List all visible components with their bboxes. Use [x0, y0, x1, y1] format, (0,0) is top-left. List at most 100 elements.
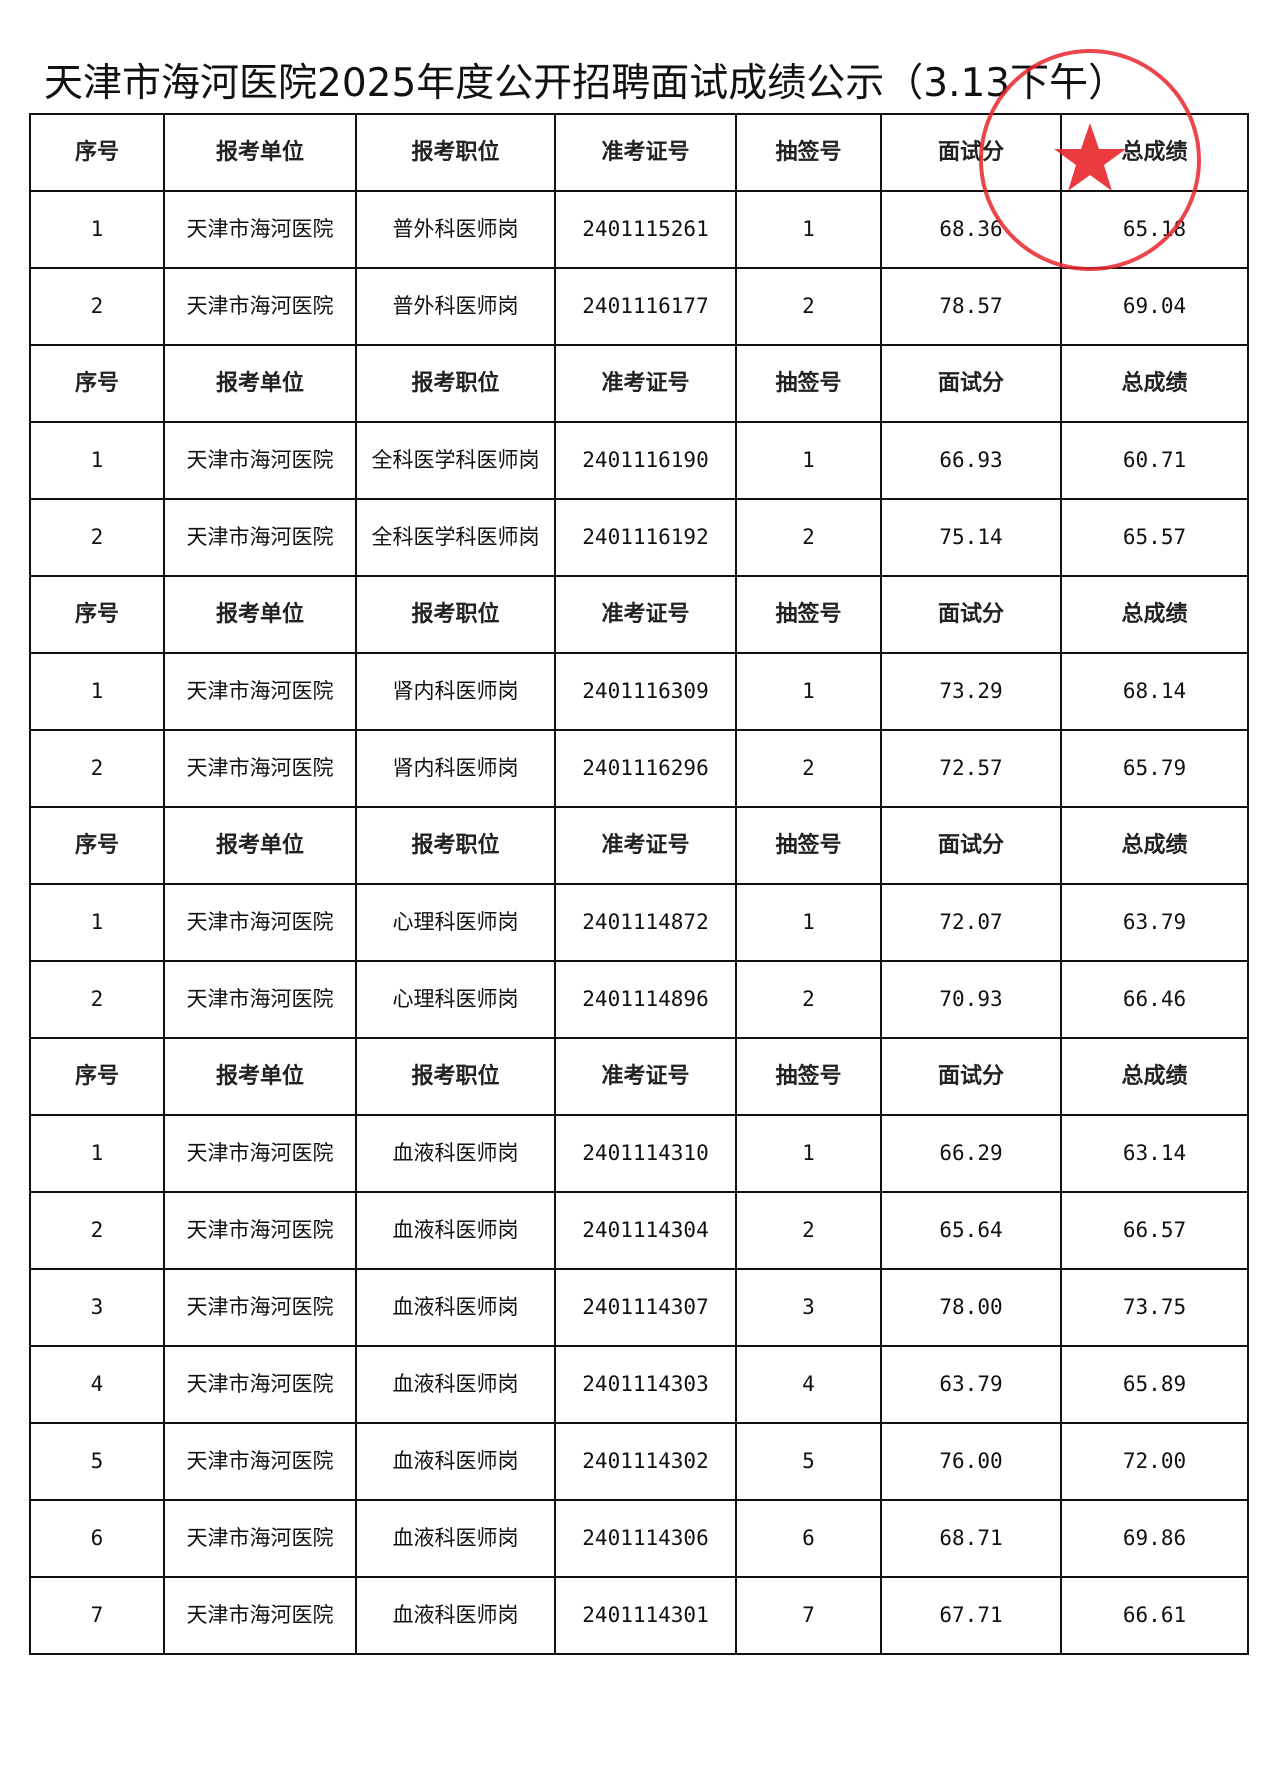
header-unit: 报考单位: [163, 575, 357, 654]
cell-unit: 天津市海河医院: [163, 498, 357, 577]
cell-interview-score: 65.64: [880, 1191, 1062, 1270]
header-ticket-number: 准考证号: [554, 806, 737, 885]
cell-draw-number: 2: [735, 498, 882, 577]
table-row: 2 天津市海河医院 普外科医师岗 2401116177 2 78.57 69.04: [29, 267, 1249, 346]
cell-draw-number: 1: [735, 652, 882, 731]
header-position: 报考职位: [355, 575, 556, 654]
header-unit: 报考单位: [163, 113, 357, 192]
cell-total-score: 69.86: [1060, 1499, 1249, 1578]
header-serial: 序号: [29, 806, 165, 885]
table-header-row: 序号 报考单位 报考职位 准考证号 抽签号 面试分 总成绩: [29, 806, 1249, 885]
cell-interview-score: 73.29: [880, 652, 1062, 731]
cell-draw-number: 6: [735, 1499, 882, 1578]
table-row: 2 天津市海河医院 血液科医师岗 2401114304 2 65.64 66.57: [29, 1191, 1249, 1270]
cell-position: 血液科医师岗: [355, 1191, 556, 1270]
header-interview-score: 面试分: [880, 113, 1062, 192]
cell-interview-score: 75.14: [880, 498, 1062, 577]
cell-ticket-number: 2401114307: [554, 1268, 737, 1347]
cell-unit: 天津市海河医院: [163, 883, 357, 962]
cell-unit: 天津市海河医院: [163, 1345, 357, 1424]
cell-interview-score: 63.79: [880, 1345, 1062, 1424]
header-total-score: 总成绩: [1060, 806, 1249, 885]
cell-unit: 天津市海河医院: [163, 1191, 357, 1270]
cell-draw-number: 2: [735, 960, 882, 1039]
cell-serial: 3: [29, 1268, 165, 1347]
cell-serial: 1: [29, 1114, 165, 1193]
cell-ticket-number: 2401115261: [554, 190, 737, 269]
cell-position: 普外科医师岗: [355, 267, 556, 346]
table-row: 3 天津市海河医院 血液科医师岗 2401114307 3 78.00 73.75: [29, 1268, 1249, 1347]
cell-draw-number: 2: [735, 729, 882, 808]
cell-ticket-number: 2401116309: [554, 652, 737, 731]
cell-draw-number: 5: [735, 1422, 882, 1501]
cell-ticket-number: 2401114896: [554, 960, 737, 1039]
cell-interview-score: 78.57: [880, 267, 1062, 346]
cell-draw-number: 1: [735, 883, 882, 962]
header-serial: 序号: [29, 113, 165, 192]
table-row: 5 天津市海河医院 血液科医师岗 2401114302 5 76.00 72.00: [29, 1422, 1249, 1501]
header-draw-number: 抽签号: [735, 1037, 882, 1116]
cell-draw-number: 2: [735, 1191, 882, 1270]
cell-interview-score: 78.00: [880, 1268, 1062, 1347]
cell-interview-score: 68.36: [880, 190, 1062, 269]
cell-ticket-number: 2401116296: [554, 729, 737, 808]
cell-position: 血液科医师岗: [355, 1268, 556, 1347]
cell-total-score: 65.18: [1060, 190, 1249, 269]
cell-unit: 天津市海河医院: [163, 960, 357, 1039]
header-interview-score: 面试分: [880, 806, 1062, 885]
table-row: 2 天津市海河医院 心理科医师岗 2401114896 2 70.93 66.46: [29, 960, 1249, 1039]
header-position: 报考职位: [355, 806, 556, 885]
cell-ticket-number: 2401114303: [554, 1345, 737, 1424]
cell-unit: 天津市海河医院: [163, 1268, 357, 1347]
cell-total-score: 66.46: [1060, 960, 1249, 1039]
header-serial: 序号: [29, 575, 165, 654]
cell-ticket-number: 2401114310: [554, 1114, 737, 1193]
cell-serial: 5: [29, 1422, 165, 1501]
cell-serial: 1: [29, 652, 165, 731]
cell-serial: 4: [29, 1345, 165, 1424]
table-header-row: 序号 报考单位 报考职位 准考证号 抽签号 面试分 总成绩: [29, 575, 1249, 654]
cell-draw-number: 2: [735, 267, 882, 346]
cell-serial: 1: [29, 190, 165, 269]
page-title: 天津市海河医院2025年度公开招聘面试成绩公示（3.13下午）: [44, 61, 1128, 106]
cell-total-score: 60.71: [1060, 421, 1249, 500]
cell-total-score: 73.75: [1060, 1268, 1249, 1347]
cell-position: 肾内科医师岗: [355, 652, 556, 731]
table-row: 1 天津市海河医院 肾内科医师岗 2401116309 1 73.29 68.14: [29, 652, 1249, 731]
table-row: 1 天津市海河医院 全科医学科医师岗 2401116190 1 66.93 60.71: [29, 421, 1249, 500]
cell-draw-number: 1: [735, 190, 882, 269]
cell-ticket-number: 2401114304: [554, 1191, 737, 1270]
cell-ticket-number: 2401114301: [554, 1576, 737, 1655]
cell-position: 普外科医师岗: [355, 190, 556, 269]
header-serial: 序号: [29, 344, 165, 423]
cell-ticket-number: 2401116192: [554, 498, 737, 577]
header-total-score: 总成绩: [1060, 113, 1249, 192]
cell-interview-score: 72.07: [880, 883, 1062, 962]
header-interview-score: 面试分: [880, 344, 1062, 423]
cell-draw-number: 1: [735, 421, 882, 500]
header-position: 报考职位: [355, 344, 556, 423]
header-total-score: 总成绩: [1060, 575, 1249, 654]
header-position: 报考职位: [355, 113, 556, 192]
cell-draw-number: 1: [735, 1114, 882, 1193]
header-ticket-number: 准考证号: [554, 1037, 737, 1116]
cell-interview-score: 70.93: [880, 960, 1062, 1039]
header-draw-number: 抽签号: [735, 806, 882, 885]
cell-draw-number: 7: [735, 1576, 882, 1655]
table-row: 7 天津市海河医院 血液科医师岗 2401114301 7 67.71 66.61: [29, 1576, 1249, 1655]
cell-interview-score: 72.57: [880, 729, 1062, 808]
cell-interview-score: 76.00: [880, 1422, 1062, 1501]
header-total-score: 总成绩: [1060, 344, 1249, 423]
cell-serial: 2: [29, 1191, 165, 1270]
cell-serial: 2: [29, 729, 165, 808]
cell-position: 血液科医师岗: [355, 1345, 556, 1424]
header-unit: 报考单位: [163, 1037, 357, 1116]
cell-unit: 天津市海河医院: [163, 1422, 357, 1501]
table-row: 2 天津市海河医院 全科医学科医师岗 2401116192 2 75.14 65.57: [29, 498, 1249, 577]
header-ticket-number: 准考证号: [554, 113, 737, 192]
cell-total-score: 66.61: [1060, 1576, 1249, 1655]
cell-serial: 7: [29, 1576, 165, 1655]
cell-serial: 6: [29, 1499, 165, 1578]
cell-total-score: 66.57: [1060, 1191, 1249, 1270]
table-row: 1 天津市海河医院 血液科医师岗 2401114310 1 66.29 63.14: [29, 1114, 1249, 1193]
